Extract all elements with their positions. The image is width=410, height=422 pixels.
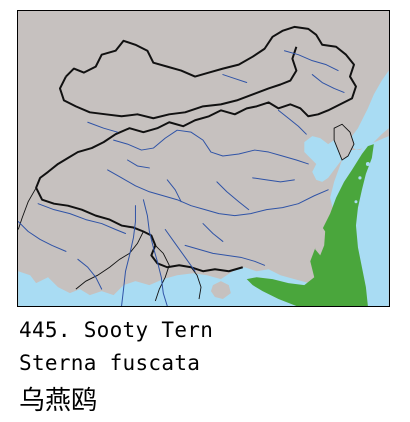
species-chinese-name: 乌燕鸥 (19, 386, 98, 416)
river-yellow (113, 129, 309, 165)
mongolia-border (58, 46, 298, 120)
river-amur (283, 50, 339, 72)
island-taiwan-overlay (314, 225, 326, 256)
river-ganges (18, 221, 67, 252)
river-jialing (166, 179, 182, 203)
river-pearl (184, 244, 266, 266)
national-border (35, 25, 357, 273)
river-huai (252, 177, 295, 183)
sea-bohai-yellow (304, 136, 347, 182)
species-scientific-name: Sterna fuscata (19, 351, 201, 375)
river-minor-2 (127, 159, 150, 169)
species-number-and-name: 445. Sooty Tern (19, 318, 214, 342)
species-range (246, 144, 374, 306)
river-minor-1 (222, 74, 248, 84)
river-minor-3 (202, 223, 224, 242)
river-minor-4 (77, 258, 103, 290)
river-yangtze (107, 169, 329, 217)
vietnam-border (190, 266, 202, 300)
river-mekong (142, 199, 168, 306)
island-dot (358, 176, 362, 180)
sea-south (18, 267, 327, 306)
river-tarim (87, 121, 119, 133)
korea-outline (333, 123, 355, 161)
range-map (17, 10, 390, 307)
indochina-border (154, 245, 170, 302)
river-salween (121, 205, 136, 306)
river-songhua (311, 74, 345, 93)
map-svg (18, 11, 389, 306)
island-hainan (210, 281, 231, 300)
river-brahmaputra (37, 203, 127, 234)
river-red (164, 229, 196, 272)
island-dot (354, 200, 358, 204)
river-hanshui (216, 181, 250, 211)
sea-northeast (349, 70, 389, 151)
river-liao (277, 109, 307, 135)
myanmar-border (75, 231, 144, 290)
island-dot (365, 161, 370, 166)
